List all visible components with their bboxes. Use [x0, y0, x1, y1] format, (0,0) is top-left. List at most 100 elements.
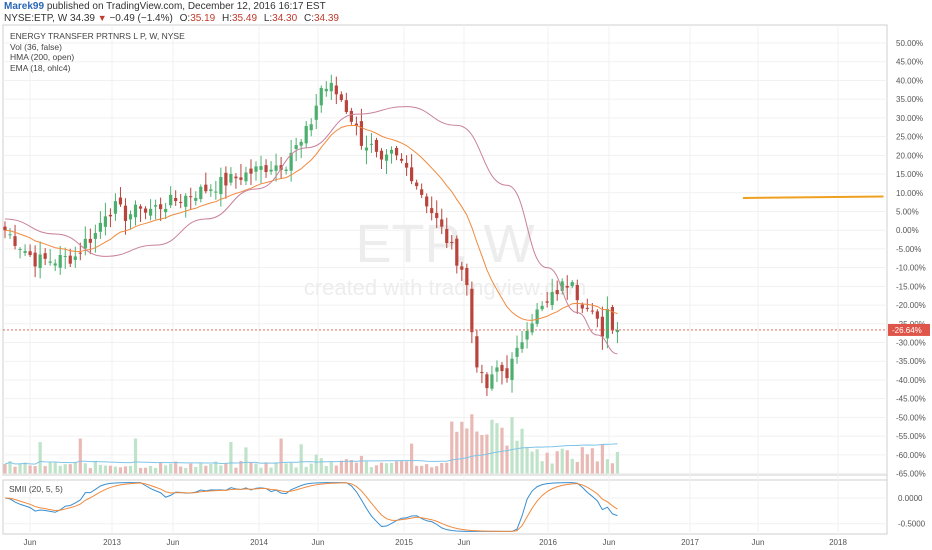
candle-body: [18, 249, 22, 251]
candle-body: [585, 307, 589, 309]
volume-bar: [128, 465, 133, 474]
candle-body: [294, 145, 298, 149]
candle-body: [249, 168, 253, 174]
volume-bar: [615, 451, 620, 474]
y-tick-label: 50.00%: [896, 39, 923, 48]
volume-bar: [349, 459, 353, 474]
volume-bar: [334, 465, 338, 474]
author-link[interactable]: Marek99: [4, 1, 45, 12]
volume-bar: [159, 462, 163, 474]
low-value: 34.30: [272, 13, 298, 24]
y-tick-label: 30.00%: [896, 114, 923, 123]
y-tick-label: 35.00%: [896, 95, 923, 104]
volume-bar: [43, 466, 47, 474]
volume-bar: [179, 466, 183, 474]
candle-body: [560, 281, 564, 291]
volume-average: [4, 443, 618, 465]
candle-body: [169, 194, 173, 206]
candle-body: [399, 158, 404, 161]
candle-body: [214, 191, 218, 193]
volume-bar: [389, 462, 394, 474]
candle-body: [530, 323, 534, 333]
candle-body: [154, 205, 158, 207]
x-tick-label: 2017: [681, 538, 699, 547]
y-tick-label: -55.00%: [896, 432, 926, 441]
candle-body: [174, 198, 178, 202]
candle-body: [284, 169, 288, 171]
candle-body: [369, 143, 374, 145]
candle-body: [580, 304, 584, 309]
volume-bar: [108, 465, 113, 474]
y-axis: 50.00% 45.00% 40.00% 35.00% 30.00% 25.00% 20.0…: [888, 39, 930, 479]
volume-bar: [379, 462, 384, 474]
candle-body: [440, 219, 444, 227]
y-tick-label: 20.00%: [896, 151, 923, 160]
volume-bar: [33, 466, 37, 474]
x-tick-label: 2015: [395, 538, 413, 547]
grid: [3, 25, 887, 534]
volume-bar: [560, 448, 564, 474]
volume-bar: [234, 467, 238, 474]
volume-bar: [63, 464, 67, 474]
candle-body: [339, 94, 343, 101]
candle-body: [394, 147, 399, 156]
y-tick-label: -50.00%: [896, 413, 926, 422]
volume-bar: [254, 463, 258, 474]
y-tick-label: 0.00%: [896, 226, 919, 235]
volume-bar: [189, 463, 193, 474]
volume-bar: [545, 452, 549, 474]
candle-body: [359, 121, 364, 146]
watermark-subtitle: created with tradingview.com: [304, 275, 586, 300]
close-label: C:: [303, 13, 314, 24]
volume-bar: [78, 438, 82, 474]
candle-body: [389, 149, 394, 154]
volume-bar: [148, 465, 153, 474]
smi-signal-line: [4, 482, 618, 532]
candle-body: [495, 367, 499, 372]
volume-bar: [194, 466, 198, 474]
candle-body: [224, 172, 228, 186]
volume-bar: [540, 461, 544, 474]
volume-bar: [319, 458, 323, 474]
volume-bar: [174, 461, 178, 474]
volume-bar: [199, 463, 203, 474]
volume-bar: [455, 431, 459, 474]
candle-body: [405, 162, 409, 168]
candle-body: [349, 110, 353, 122]
volume-bar: [73, 462, 77, 474]
volume-bar: [580, 447, 584, 474]
volume-bar: [214, 461, 218, 474]
candle-body: [189, 196, 193, 198]
smi-legend: SMII (20, 5, 5): [9, 484, 63, 494]
candle-body: [610, 306, 615, 331]
candle-body: [550, 292, 554, 306]
volume-bar: [410, 443, 414, 474]
volume-bar: [515, 440, 519, 474]
volume-bar: [374, 465, 379, 474]
candle-body: [470, 288, 474, 333]
volume-bar: [279, 438, 283, 474]
candle-body: [379, 150, 384, 160]
x-tick-label: Jun: [24, 538, 37, 547]
volume-bar: [425, 464, 429, 474]
volume-bar: [595, 461, 599, 474]
x-tick-label: Jun: [752, 538, 765, 547]
volume-bar: [204, 465, 208, 474]
candle-body: [194, 197, 198, 201]
ema-line: [4, 124, 618, 321]
volume-bar: [535, 449, 539, 474]
x-tick-label: Jun: [312, 538, 325, 547]
open-value: 35.19: [190, 13, 216, 24]
candle-body: [354, 123, 358, 126]
volume-bar: [359, 455, 364, 474]
volume-bar: [460, 421, 464, 474]
volume-average-line: [4, 443, 618, 465]
x-tick-label: Jun: [167, 538, 180, 547]
candle-body: [133, 204, 138, 218]
volume-bar: [339, 460, 343, 474]
y-tick-label: 40.00%: [896, 76, 923, 85]
legend-ema: EMA (18, ohlc4): [10, 62, 71, 73]
candle-body: [103, 216, 107, 227]
legend-hma: HMA (200, open): [10, 52, 75, 62]
